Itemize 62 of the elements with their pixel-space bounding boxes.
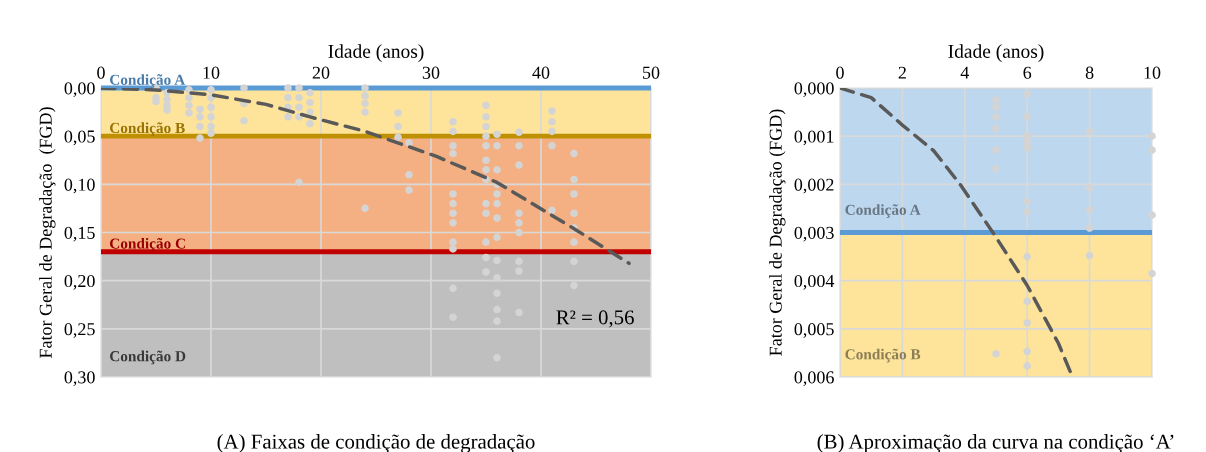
- x-tick-label: 10: [203, 66, 220, 79]
- x-tick-label: 0: [836, 66, 844, 79]
- y-tick-label: 0,003: [794, 226, 834, 242]
- x-axis-title: Idade (anos): [328, 44, 424, 62]
- y-tick-label: 0,15: [64, 226, 95, 242]
- point: [1085, 206, 1094, 214]
- point: [1023, 113, 1031, 121]
- x-tick-label: 4: [960, 66, 970, 79]
- x-tick-label: 10: [1144, 66, 1161, 79]
- y-axis-title: Fator Geral de Degradação (FGD): [769, 109, 786, 356]
- y-tick-label: 0,001: [794, 130, 834, 146]
- text: (B) Aproximação da curva na condição ‘A’: [817, 434, 1174, 452]
- y-tick-label: 0,30: [64, 371, 95, 387]
- point: [1023, 197, 1031, 206]
- y-tick-label: 0,25: [64, 323, 95, 338]
- point: [1023, 252, 1031, 261]
- point: [992, 164, 1000, 173]
- y-tick-label: 0,002: [794, 178, 834, 194]
- x-tick-label: 2: [898, 66, 906, 79]
- point: [992, 96, 1000, 104]
- y-tick-label: 0,00: [64, 82, 95, 98]
- x-tick-label: 20: [312, 66, 330, 79]
- point: [992, 124, 1000, 133]
- ref-line-label: Condição B: [110, 122, 185, 137]
- point: [1085, 127, 1094, 136]
- x-tick-label: 0: [97, 66, 105, 79]
- point: [1023, 90, 1031, 99]
- y-tick-label: 0,20: [64, 274, 95, 290]
- point: [1023, 362, 1031, 370]
- point: [992, 146, 1000, 154]
- x-tick-label: 6: [1023, 66, 1032, 79]
- point: [992, 103, 1000, 112]
- y-tick-label: 0,05: [64, 130, 95, 146]
- y-tick-label: 0,000: [794, 82, 834, 98]
- point: [1023, 319, 1031, 327]
- point: [992, 350, 1000, 358]
- point: [1023, 297, 1031, 306]
- y-tick-label: 0,10: [64, 178, 95, 194]
- y-axis-title: Fator Geral de Degradação (FGD): [39, 107, 56, 359]
- point: [1085, 224, 1094, 232]
- point: [1085, 251, 1094, 260]
- x-tick-label: 50: [643, 66, 660, 79]
- point: [1023, 207, 1031, 216]
- point: [992, 113, 1000, 121]
- x-tick-label: 30: [422, 66, 440, 79]
- y-tick-label: 0,005: [794, 323, 834, 338]
- band-label: Condição D: [110, 350, 186, 365]
- x-tick-label: 40: [532, 66, 550, 79]
- point: [1148, 211, 1156, 219]
- y-tick-label: 0,006: [794, 371, 834, 387]
- x-tick-label: 8: [1085, 66, 1094, 79]
- annotation: R² = 0,56: [556, 310, 634, 328]
- y-tick-label: 0,004: [794, 274, 835, 290]
- ref-line-label: Condição C: [110, 237, 185, 252]
- x-axis-title: Idade (anos): [948, 44, 1044, 62]
- point: [1148, 146, 1156, 154]
- point: [1023, 347, 1031, 356]
- band-label: Condição A: [845, 204, 921, 218]
- point: [1148, 269, 1156, 278]
- point: [1148, 132, 1156, 140]
- ref-line-label: Condição A: [110, 74, 186, 88]
- text: (A) Faixas de condição de degradação: [217, 433, 535, 452]
